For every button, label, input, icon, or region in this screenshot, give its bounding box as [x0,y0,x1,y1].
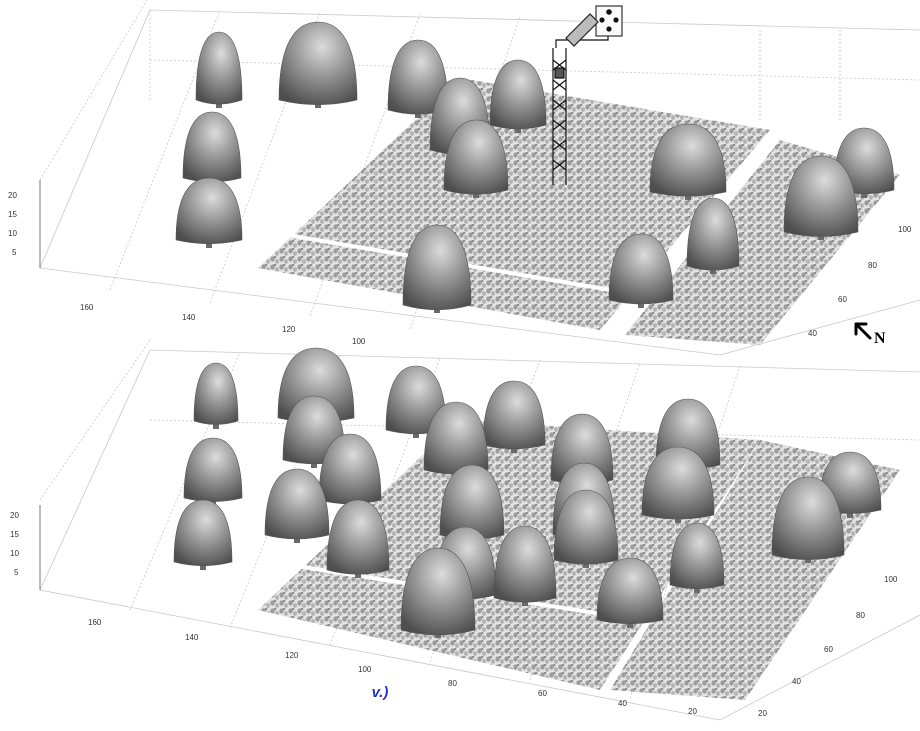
bottom-z-tick: 15 [10,530,19,539]
top-z-tick: 5 [12,248,17,257]
crown-shape [182,111,242,183]
tree-crown [278,21,358,108]
bottom-x-ticks: 160 140 120 100 80 60 40 20 [88,618,697,716]
instrument-tower-icon [552,5,623,185]
tree-crown [400,547,476,638]
tree-crown [649,123,727,200]
bottom-x-tick: 140 [185,633,199,642]
tree-crown [182,111,242,186]
tree-crown [173,499,233,570]
bottom-x-tick: 120 [285,651,299,660]
crown-shape [264,468,330,540]
top-panel: 20 15 10 5 160 140 120 100 100 80 60 40 [8,0,920,356]
bottom-y-tick: 20 [758,709,767,718]
crown-shape [175,177,243,244]
crown-shape [608,233,674,305]
bottom-y-tick: 80 [856,611,865,620]
tree-crown [175,177,243,248]
crown-shape [443,119,509,195]
tree-crown [385,365,447,438]
top-z-ticks: 20 15 10 5 [8,191,17,257]
crown-shape [771,476,845,560]
bottom-z-tick: 20 [10,511,19,520]
bottom-y-tick: 100 [884,575,898,584]
tree-crown [493,525,557,606]
tree-crown [387,39,449,118]
tree-crown [193,362,239,429]
bottom-x-tick: 80 [448,679,457,688]
crown-shape [195,31,243,105]
top-z-tick: 10 [8,229,17,238]
bottom-z-tick: 10 [10,549,19,558]
top-x-tick: 120 [282,325,296,334]
bottom-x-tick: 100 [358,665,372,674]
tree-crown [183,437,243,506]
tree-crown [553,489,619,568]
tree-crown [686,197,740,274]
tree-crown [641,446,715,523]
tree-crown [326,499,390,578]
crown-shape [553,489,619,565]
crown-shape [482,380,546,450]
crown-shape [278,21,358,105]
crown-shape [649,123,727,197]
top-y-ticks: 100 80 60 40 [808,225,912,338]
crown-shape [489,59,547,130]
tree-crown [669,522,725,593]
bottom-panel: 20 15 10 5 160 140 120 100 80 60 40 20 1… [10,339,920,721]
tree-crown [195,31,243,108]
top-x-tick: 160 [80,303,94,312]
top-x-tick: 100 [352,337,366,346]
bottom-x-tick: 40 [618,699,627,708]
bottom-z-ticks: 20 15 10 5 [10,511,19,577]
bottom-y-tick: 40 [792,677,801,686]
crown-shape [387,39,449,115]
crown-shape [669,522,725,590]
crown-shape [400,547,476,636]
tree-crown [402,224,472,313]
crown-shape [326,499,390,575]
crown-shape [385,365,447,435]
top-tree-crowns [175,21,895,313]
bottom-x-tick: 20 [688,707,697,716]
crown-shape [183,437,243,502]
bottom-x-tick: 160 [88,618,102,627]
crown-shape [493,525,557,603]
tree-crown [596,557,664,628]
top-z-tick: 15 [8,210,17,219]
bottom-x-tick: 60 [538,689,547,698]
top-z-tick: 20 [8,191,17,200]
top-x-ticks: 160 140 120 100 [80,303,366,346]
tree-crown [264,468,330,543]
north-arrow-icon: N [854,322,886,347]
top-y-tick: 80 [868,261,877,270]
crown-shape [402,224,472,311]
crown-shape [193,362,239,425]
north-label: N [874,330,886,347]
crown-shape [686,197,740,271]
tree-crown [771,476,845,563]
top-x-tick: 140 [182,313,196,322]
crown-shape [783,155,859,237]
top-y-tick: 40 [808,329,817,338]
bottom-y-tick: 60 [824,645,833,654]
top-y-tick: 60 [838,295,847,304]
crown-shape [173,499,233,567]
bottom-y-ticks: 100 80 60 40 20 [758,575,898,718]
crown-shape [641,446,715,520]
tree-crown [482,380,546,453]
top-y-tick: 100 [898,225,912,234]
crown-shape [596,557,664,624]
tree-crown [489,59,547,133]
tree-crown [783,155,859,240]
tree-crown [443,119,509,198]
tree-crown [608,233,674,308]
bottom-tree-crowns [173,347,882,638]
figure-caption: v.) [371,684,389,701]
bottom-z-tick: 5 [14,568,19,577]
